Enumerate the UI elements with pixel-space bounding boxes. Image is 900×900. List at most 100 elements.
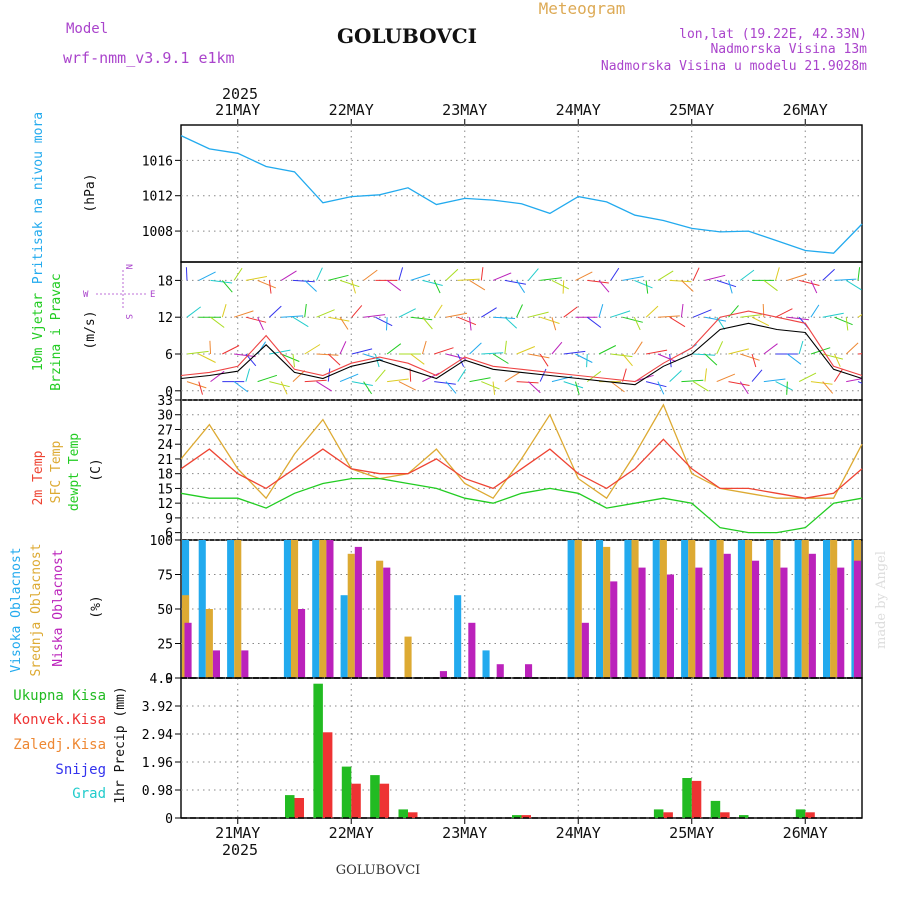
- wind-arrow: [280, 353, 300, 362]
- wind-ylabel-line1: 10m Vjetar: [31, 293, 46, 371]
- cloud-bar: [283, 540, 291, 678]
- wind-arrow: [469, 377, 491, 383]
- y-tick-label: 9: [165, 512, 173, 527]
- cloud-bar: [716, 540, 724, 678]
- wind-arrow: [787, 273, 807, 281]
- wind-arrow: [445, 268, 459, 281]
- precip-bar: [710, 800, 721, 818]
- compass-w: W: [83, 290, 89, 300]
- top-day-label: 22MAY: [329, 101, 374, 119]
- wind-arrow: [445, 381, 457, 394]
- station-title: GOLUBOVCI: [337, 24, 477, 48]
- wind-arrow: [810, 304, 820, 318]
- wind-arrow: [846, 378, 862, 383]
- y-tick-label: 1012: [142, 190, 173, 205]
- wind-arrow: [186, 381, 207, 389]
- y-tick-label: 18: [157, 274, 173, 289]
- pressure-ylabel: Pritisak na nivou mora: [31, 112, 46, 284]
- compass-s: S: [123, 314, 133, 319]
- wind-gust-line: [180, 310, 863, 383]
- wind-arrow: [434, 381, 456, 385]
- wind-arrow: [751, 369, 763, 382]
- cloud-bar: [326, 540, 334, 678]
- wind-arrow: [245, 368, 251, 382]
- wind-arrow: [292, 353, 295, 368]
- cloud-bar: [773, 540, 781, 678]
- wind-arrow: [351, 305, 363, 318]
- precip-bar: [512, 815, 522, 818]
- wind-arrow: [469, 317, 472, 331]
- cloud-bar: [624, 540, 632, 678]
- wind-arrow: [221, 304, 227, 318]
- wind-arrow: [422, 279, 443, 286]
- y-tick-label: 3.92: [142, 700, 173, 715]
- wind-arrow: [328, 274, 349, 281]
- wind-arrow: [857, 381, 862, 384]
- model-elevation-label: Nadmorska Visina u modelu 21.9028m: [601, 59, 867, 74]
- y-tick-label: 0: [165, 672, 173, 687]
- wind-arrow: [398, 308, 416, 318]
- wind-arrow: [457, 369, 467, 382]
- wind-arrow: [740, 353, 760, 361]
- y-tick-label: 0: [165, 385, 173, 400]
- wind-arrow: [822, 381, 834, 394]
- wind-arrow: [587, 279, 609, 284]
- wind-arrow: [680, 303, 684, 318]
- wind-arrow: [669, 279, 692, 283]
- wind-arrow: [657, 353, 677, 362]
- precip-bar: [739, 815, 749, 818]
- wind-arrow: [351, 348, 373, 355]
- wind-arrow: [610, 310, 631, 318]
- wind-arrow: [268, 280, 272, 294]
- wind-arrow: [198, 381, 203, 395]
- y-tick-label: 75: [157, 569, 173, 584]
- y-tick-label: 33: [157, 394, 173, 409]
- precip-bar: [521, 815, 531, 818]
- top-day-label: 23MAY: [442, 101, 487, 119]
- wind-arrow: [739, 269, 755, 281]
- sfc-temp-line: [180, 403, 863, 500]
- precip-bar: [653, 809, 664, 818]
- wind-arrow: [634, 279, 653, 289]
- precip-bar: [795, 809, 806, 818]
- top-year-label: 2025: [222, 85, 258, 103]
- wind-arrow: [469, 342, 482, 355]
- wind-arrow: [563, 306, 578, 318]
- wind-arrow: [586, 316, 602, 328]
- wind-arrow: [328, 316, 350, 322]
- precip-bar: [805, 812, 815, 818]
- cloud-bar: [801, 540, 809, 678]
- y-tick-label: 24: [157, 438, 173, 453]
- wind-arrow: [693, 309, 712, 318]
- wind-arrow: [598, 280, 610, 293]
- y-tick-label: 1.96: [142, 756, 173, 771]
- bottom-day-label: 24MAY: [556, 824, 601, 842]
- temp-2m-line: [180, 438, 863, 499]
- wind-arrow: [799, 279, 820, 286]
- wind-unit: (m/s): [83, 310, 98, 349]
- wind-arrow: [669, 353, 672, 368]
- wind-arrow: [210, 279, 233, 284]
- wind-arrow: [409, 368, 412, 382]
- panel-frame: [180, 677, 863, 819]
- compass-n: N: [123, 264, 133, 269]
- wind-arrow: [704, 316, 727, 322]
- wind-arrow: [834, 316, 853, 326]
- wind-arrow: [304, 379, 327, 383]
- lonlat-label: lon,lat (19.22E, 42.33N): [679, 27, 867, 42]
- wind-arrow: [257, 374, 278, 383]
- wind-arrow: [716, 279, 737, 288]
- wind-arrow: [845, 317, 849, 331]
- wind-arrow: [316, 267, 323, 281]
- wind-arrow: [422, 372, 440, 383]
- compass-e: E: [150, 290, 155, 300]
- top-date-axis: 21MAY 22MAY 23MAY 24MAY 25MAY 26MAY: [215, 101, 828, 124]
- wind-arrow: [339, 341, 347, 355]
- wind-arrow: [810, 347, 831, 355]
- wind-arrow: [669, 316, 686, 328]
- cloud-bar: [723, 553, 731, 678]
- wind-arrow: [716, 373, 736, 383]
- cloud-bar: [454, 595, 462, 678]
- cloud-bar: [574, 540, 582, 678]
- wind-arrow: [787, 353, 802, 365]
